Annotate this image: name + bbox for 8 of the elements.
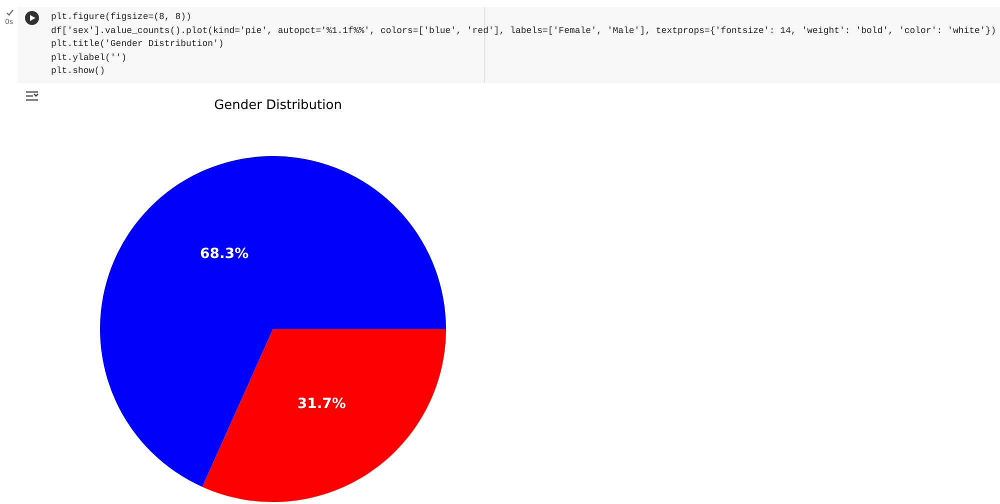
data-label: 68.3%: [200, 246, 249, 262]
text: plt.show(): [51, 65, 106, 78]
chart-title: Gender Distribution: [214, 98, 342, 113]
text: plt.title('Gender Distribution'): [51, 38, 225, 52]
text: plt.figure(figsize=(8, 8)): [51, 11, 192, 24]
data-label: 31.7%: [297, 396, 346, 412]
text: plt.ylabel(''): [51, 52, 128, 65]
text: df['sex'].value_counts().plot(kind='pie', autopct='%1.1f%%', colors=['blue', 'red'], labels=['Female', 'Male'], textprops={'fontsize': 14, 'weight': 'bold', 'color': 'white'}): [51, 24, 996, 38]
